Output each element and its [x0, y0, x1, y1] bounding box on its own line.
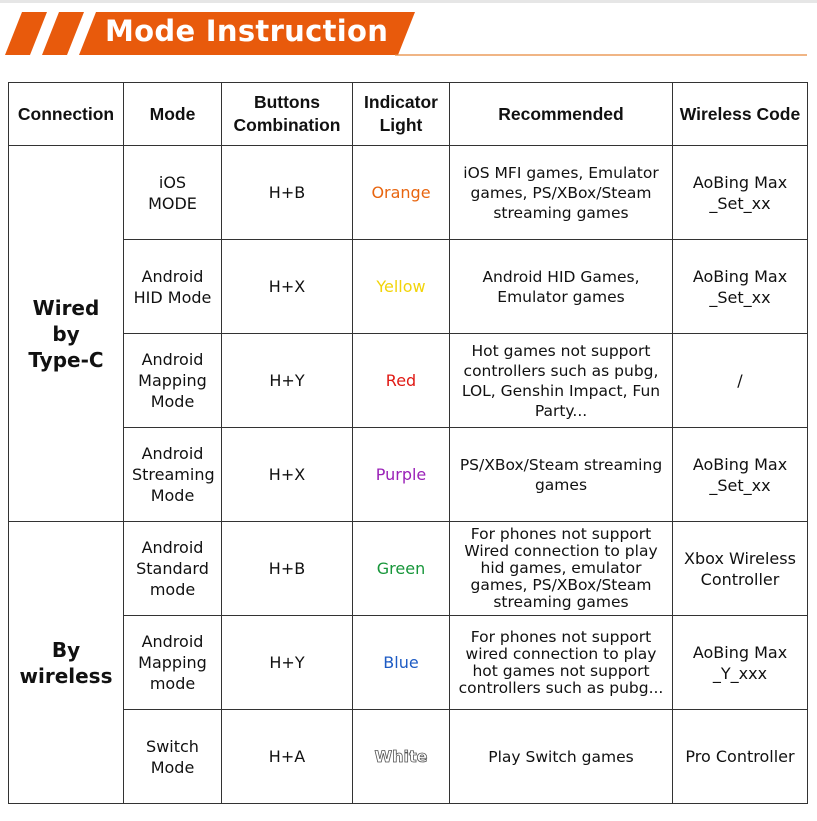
- table-row: Wired by Type-C iOS MODE H+B Orange iOS MFI …: [8, 145, 808, 522]
- indicator-light-cell: Red: [352, 333, 450, 428]
- recommended-cell: iOS MFI games, Emulator games, PS/XBox/S…: [449, 145, 673, 240]
- mode-cell: Android HID Mode: [123, 239, 222, 334]
- mode-table: Connection Mode Buttons Combination Indicat…: [8, 82, 808, 804]
- buttons-cell: H+A: [221, 709, 353, 804]
- stripe-1: [5, 12, 47, 55]
- title-banner: [5, 12, 807, 56]
- wireless-code-cell: AoBing Max _Set_xx: [672, 427, 808, 522]
- mode-cell: Android Mapping Mode: [123, 333, 222, 428]
- mode-cell: Android Mapping mode: [123, 615, 222, 710]
- top-border: [0, 0, 817, 3]
- table-row: By wireless Android Standard mode H+B Green…: [8, 521, 808, 804]
- table-row: Switch Mode H+A White Play Switch games Pro …: [9, 709, 808, 804]
- buttons-cell: H+X: [221, 239, 353, 334]
- header-buttons-combination: Buttons Combination: [221, 82, 353, 146]
- connection-cell: Wired by Type-C: [8, 145, 124, 522]
- stripe-2: [42, 12, 84, 55]
- buttons-cell: H+Y: [221, 615, 353, 710]
- recommended-cell: For phones not support Wired connection …: [449, 521, 673, 616]
- wireless-code-cell: /: [672, 333, 808, 428]
- wireless-code-cell: Pro Controller: [672, 709, 808, 804]
- recommended-cell: Hot games not support controllers such a…: [449, 333, 673, 428]
- recommended-cell: Android HID Games, Emulator games: [449, 239, 673, 334]
- buttons-cell: H+B: [221, 145, 353, 240]
- header-mode: Mode: [123, 82, 222, 146]
- wireless-code-cell: AoBing Max _Set_xx: [672, 145, 808, 240]
- indicator-light-cell: Purple: [352, 427, 450, 522]
- header-recommended: Recommended: [449, 82, 673, 146]
- indicator-light-cell: Yellow: [352, 239, 450, 334]
- recommended-cell: Play Switch games: [449, 709, 673, 804]
- table-row: Android Mapping Mode H+Y Red Hot games not …: [9, 333, 808, 428]
- wireless-code-cell: AoBing Max _Y_xxx: [672, 615, 808, 710]
- buttons-cell: H+B: [221, 521, 353, 616]
- header-connection: Connection: [8, 82, 124, 146]
- mode-cell: Switch Mode: [123, 709, 222, 804]
- buttons-cell: H+Y: [221, 333, 353, 428]
- page-title: Mode Instruction: [105, 14, 389, 48]
- indicator-light-cell: Green: [352, 521, 450, 616]
- indicator-light-cell: White: [352, 709, 450, 804]
- mode-cell: Android Standard mode: [123, 521, 222, 616]
- table-row: Android HID Mode H+X Yellow Android HID Gam…: [9, 239, 808, 334]
- table-row: Android Streaming Mode H+X Purple PS/XBox/S…: [9, 427, 808, 522]
- recommended-cell: For phones not support wired connection …: [449, 615, 673, 710]
- connection-cell: By wireless: [8, 521, 124, 804]
- header-wireless-code: Wireless Code: [672, 82, 808, 146]
- buttons-cell: H+X: [221, 427, 353, 522]
- mode-cell: Android Streaming Mode: [123, 427, 222, 522]
- wireless-code-cell: Xbox Wireless Controller: [672, 521, 808, 616]
- banner-bg: [79, 12, 415, 55]
- mode-cell: iOS MODE: [123, 145, 222, 240]
- indicator-light-cell: Blue: [352, 615, 450, 710]
- recommended-cell: PS/XBox/Steam streaming games: [449, 427, 673, 522]
- wireless-code-cell: AoBing Max _Set_xx: [672, 239, 808, 334]
- table-row: Android Mapping mode H+Y Blue For phones no…: [9, 615, 808, 710]
- header-indicator-light: Indicator Light: [352, 82, 450, 146]
- indicator-light-cell: Orange: [352, 145, 450, 240]
